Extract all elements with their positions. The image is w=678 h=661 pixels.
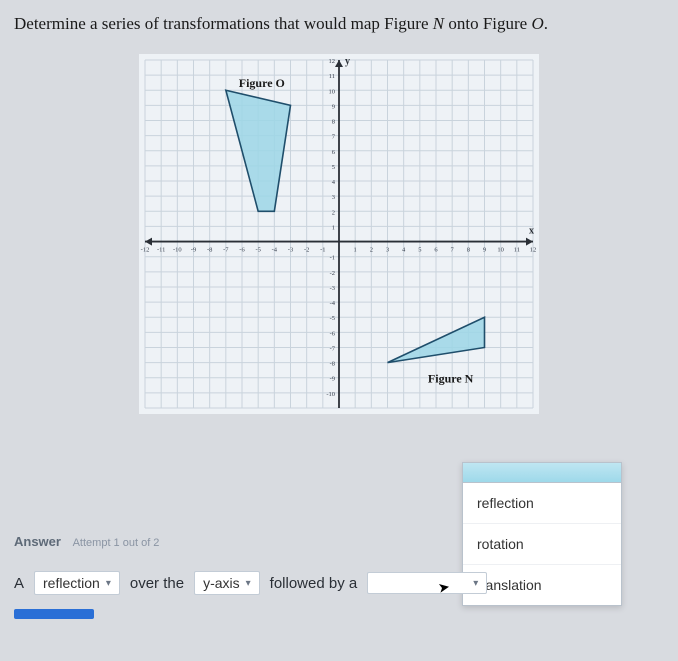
q-suffix: . [544,14,548,33]
submit-button[interactable] [14,609,94,619]
svg-text:-10: -10 [173,247,182,254]
svg-text:-8: -8 [207,247,212,254]
svg-text:9: 9 [332,103,335,110]
svg-text:11: 11 [329,73,335,80]
dropdown-transformation[interactable]: reflection ▾ [34,571,120,595]
svg-text:10: 10 [497,247,504,254]
svg-text:8: 8 [467,247,470,254]
svg-text:-8: -8 [330,361,335,368]
svg-text:2: 2 [370,247,373,254]
svg-text:-7: -7 [223,247,229,254]
svg-text:2: 2 [332,209,335,216]
word-over: over the [130,575,184,592]
word-followed: followed by a [270,575,358,592]
svg-text:y: y [345,56,350,67]
dd1-value: reflection [43,575,100,591]
svg-text:-4: -4 [272,247,278,254]
svg-text:-6: -6 [239,247,245,254]
dd2-value: y-axis [203,575,240,591]
svg-text:-12: -12 [141,247,150,254]
graph-container: yx-12-11-10-9-8-7-6-5-4-3-2-112345678910… [14,54,664,414]
chevron-down-icon: ▾ [473,578,478,589]
svg-text:-5: -5 [330,315,335,322]
question-text: Determine a series of transformations th… [14,14,664,34]
q-mid: onto Figure [444,14,531,33]
dropdown-option-reflection[interactable]: reflection [463,483,621,524]
svg-text:-2: -2 [330,270,335,277]
svg-text:5: 5 [332,164,335,171]
svg-text:-1: -1 [320,247,325,254]
coordinate-graph: yx-12-11-10-9-8-7-6-5-4-3-2-112345678910… [139,54,539,414]
attempt-text: Attempt 1 out of 2 [73,537,160,549]
dropdown-option-rotation[interactable]: rotation [463,524,621,565]
svg-text:-5: -5 [255,247,260,254]
svg-text:Figure O: Figure O [239,76,285,90]
svg-text:-9: -9 [330,376,335,383]
svg-text:3: 3 [332,194,335,201]
svg-text:-7: -7 [330,345,336,352]
word-a: A [14,575,24,592]
dropdown-second-transformation[interactable]: ▾ ➤ [367,572,487,594]
cursor-icon: ➤ [437,578,452,597]
chevron-down-icon: ▾ [106,578,111,589]
svg-text:9: 9 [483,247,486,254]
svg-text:10: 10 [329,88,336,95]
svg-text:11: 11 [514,247,520,254]
svg-text:1: 1 [354,247,357,254]
svg-text:-2: -2 [304,247,309,254]
q-figB: O [531,14,543,33]
svg-text:-3: -3 [288,247,293,254]
dropdown-header [463,463,621,483]
svg-text:3: 3 [386,247,389,254]
svg-text:12: 12 [530,247,537,254]
svg-text:-6: -6 [330,330,336,337]
svg-text:5: 5 [418,247,421,254]
chevron-down-icon: ▾ [246,578,251,589]
svg-text:-4: -4 [330,300,336,307]
svg-text:1: 1 [332,224,335,231]
svg-text:-3: -3 [330,285,335,292]
svg-text:12: 12 [329,58,336,65]
svg-text:-1: -1 [330,255,335,262]
q-prefix: Determine a series of transformations th… [14,14,433,33]
svg-text:Figure N: Figure N [428,371,474,385]
answer-label: Answer [14,534,61,549]
svg-text:-10: -10 [326,391,335,398]
svg-text:-11: -11 [157,247,165,254]
svg-text:8: 8 [332,119,335,126]
dropdown-axis[interactable]: y-axis ▾ [194,571,260,595]
svg-text:x: x [529,226,534,237]
svg-text:-9: -9 [191,247,196,254]
q-figA: N [433,14,444,33]
